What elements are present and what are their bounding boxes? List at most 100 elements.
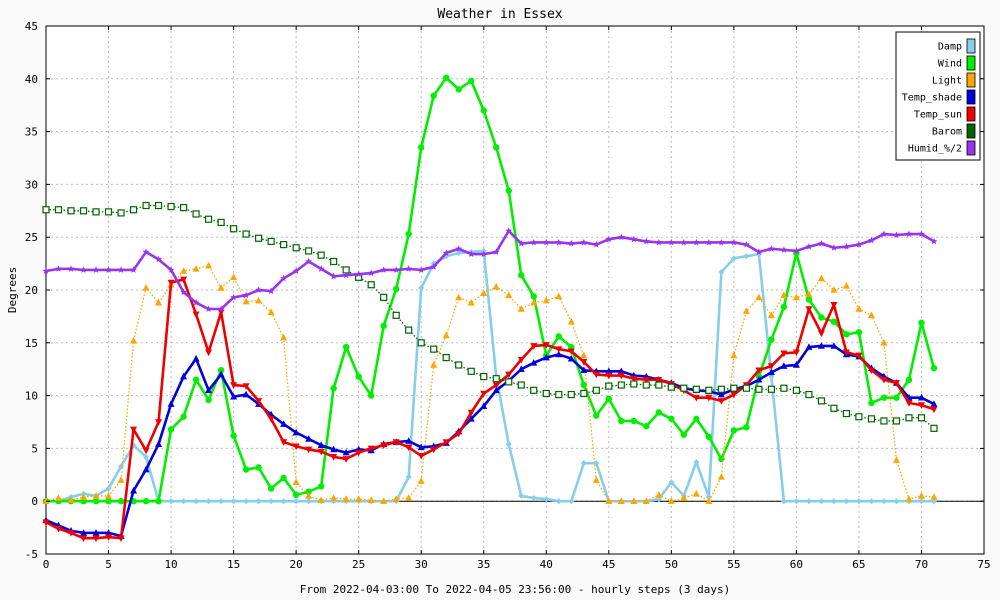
data-point <box>930 493 938 500</box>
legend-label: Barom <box>932 127 962 138</box>
data-point <box>755 248 763 255</box>
data-point <box>505 378 513 386</box>
data-point <box>780 362 788 369</box>
x-tick-label: 65 <box>852 558 865 571</box>
data-point <box>142 284 150 291</box>
data-point <box>230 293 238 301</box>
data-point <box>230 382 238 389</box>
data-point <box>129 206 138 214</box>
data-point <box>555 238 563 246</box>
data-point <box>292 267 300 274</box>
data-point <box>793 498 800 505</box>
data-point <box>830 286 838 293</box>
data-point <box>392 285 400 293</box>
data-point <box>567 317 575 325</box>
y-axis-label: Degrees <box>6 267 19 313</box>
data-point <box>330 272 338 280</box>
data-point <box>492 375 500 383</box>
data-point <box>492 386 500 394</box>
data-point <box>542 238 550 246</box>
data-point <box>792 386 801 394</box>
data-point <box>605 382 613 390</box>
data-point <box>392 495 400 502</box>
data-point <box>230 432 237 439</box>
data-point <box>580 366 588 374</box>
data-point <box>418 144 425 151</box>
data-point <box>92 535 100 542</box>
data-point <box>767 363 775 370</box>
data-point <box>667 238 675 246</box>
data-point <box>867 311 875 319</box>
data-point <box>767 245 775 252</box>
data-point <box>580 460 587 467</box>
x-tick-label: 5 <box>105 558 112 571</box>
data-point <box>505 371 513 379</box>
x-tick-label: 70 <box>915 558 928 571</box>
data-point <box>255 296 263 304</box>
data-point <box>567 348 575 356</box>
data-point <box>417 339 425 347</box>
data-point <box>817 239 825 247</box>
data-point <box>805 243 813 250</box>
data-point <box>705 386 713 394</box>
data-point <box>630 375 638 383</box>
legend-swatch <box>966 89 976 105</box>
data-point <box>605 235 613 243</box>
data-point <box>317 483 325 490</box>
data-point <box>443 74 450 81</box>
data-point <box>342 495 350 502</box>
data-point <box>267 287 275 294</box>
data-point <box>892 380 900 387</box>
data-point <box>855 240 863 248</box>
data-point <box>642 237 650 245</box>
data-point <box>868 498 875 505</box>
data-point <box>780 498 787 505</box>
data-point <box>192 311 200 319</box>
data-point <box>417 452 425 460</box>
data-point <box>242 390 250 398</box>
data-point <box>42 519 50 527</box>
data-point <box>455 250 462 257</box>
data-point <box>893 231 900 238</box>
data-point <box>180 267 188 274</box>
data-point <box>517 365 525 372</box>
data-point <box>192 210 200 218</box>
data-point <box>242 383 250 390</box>
data-point <box>567 239 575 247</box>
data-point <box>492 283 500 290</box>
data-point <box>418 284 425 291</box>
data-point <box>204 215 213 223</box>
data-point <box>830 498 837 505</box>
data-point <box>417 477 425 484</box>
data-point <box>630 417 638 425</box>
data-point <box>592 371 600 379</box>
data-point <box>480 390 488 398</box>
data-point <box>855 329 863 336</box>
data-point <box>80 266 87 273</box>
data-point <box>905 230 913 237</box>
data-point <box>230 392 238 400</box>
data-point <box>717 398 725 405</box>
data-point <box>230 225 238 233</box>
data-point <box>880 230 888 237</box>
data-point <box>930 237 938 245</box>
data-point <box>105 498 112 505</box>
data-point <box>417 266 425 273</box>
data-point <box>467 415 475 422</box>
y-tick-label: 30 <box>25 178 38 191</box>
legend-swatch <box>966 72 976 88</box>
data-point <box>680 494 688 501</box>
data-point <box>280 274 288 282</box>
data-point <box>292 443 300 451</box>
data-point <box>743 253 750 260</box>
data-point <box>492 248 500 255</box>
data-point <box>217 218 225 227</box>
data-point <box>767 311 775 319</box>
data-point <box>430 446 438 454</box>
data-point <box>918 230 925 237</box>
data-point <box>630 235 638 243</box>
data-point <box>593 412 600 419</box>
data-point <box>780 291 788 299</box>
data-point <box>580 238 588 246</box>
